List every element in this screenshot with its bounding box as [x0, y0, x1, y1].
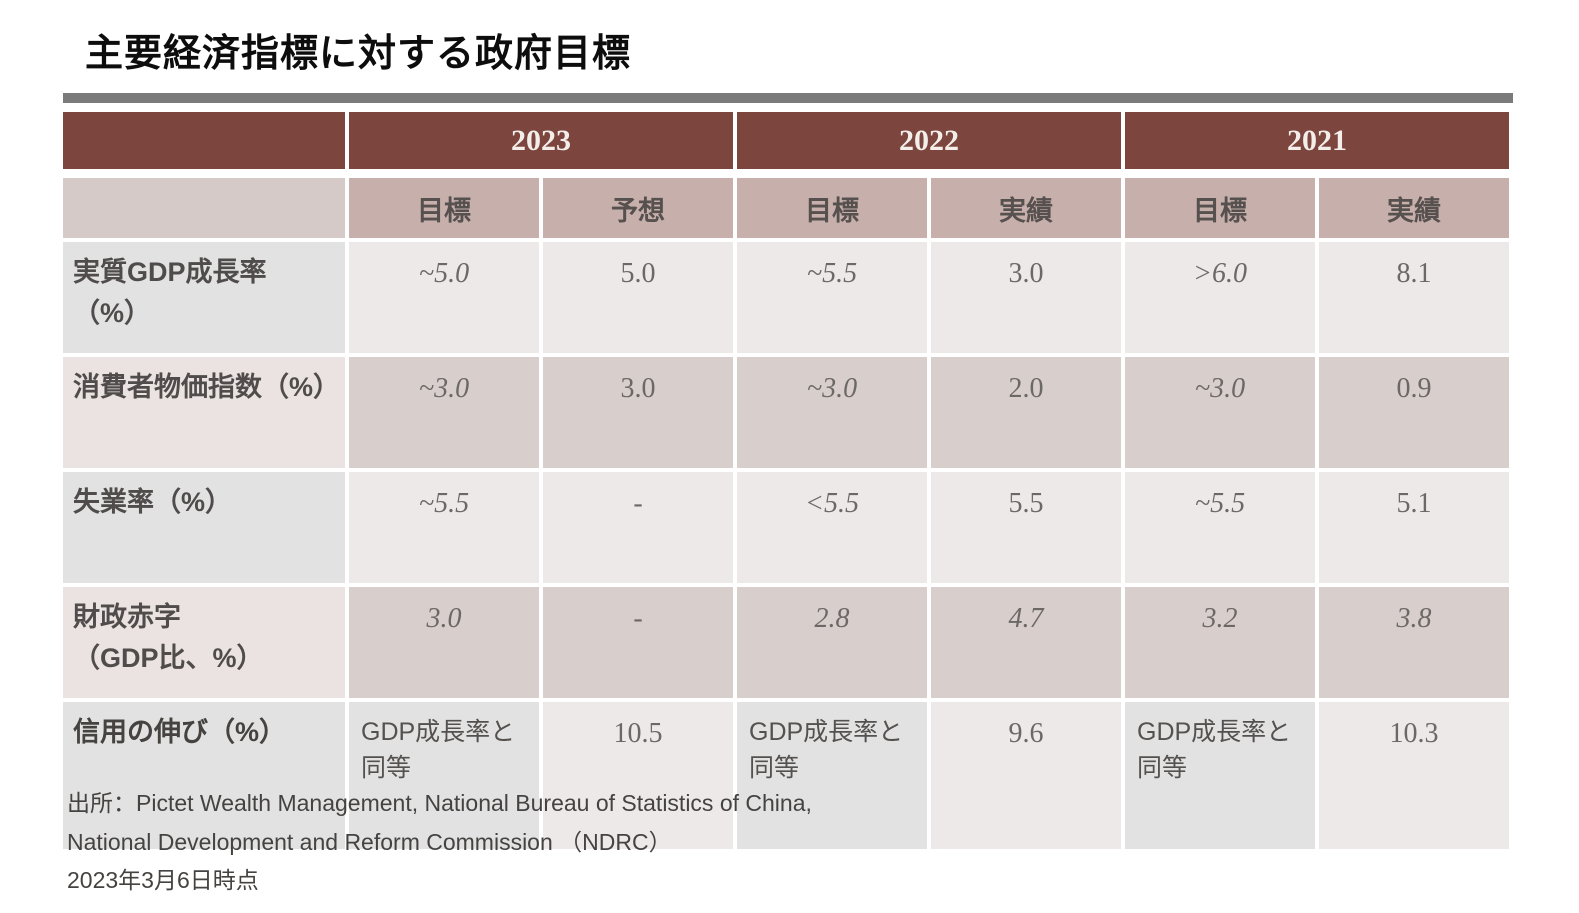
row-label: 失業率（%） [63, 472, 345, 583]
row-label: 実質GDP成長率 （%） [63, 242, 345, 353]
column-header-forecast-2023: 予想 [543, 173, 733, 238]
value-cell: - [543, 472, 733, 583]
value-cell: GDP成長率と同等 [349, 702, 539, 849]
column-header-row: 目標 予想 目標 実績 目標 実績 [63, 173, 1509, 238]
table-row-unemployment: 失業率（%） ~5.5 - <5.5 5.5 ~5.5 5.1 [63, 472, 1509, 583]
row-label: 消費者物価指数（%） [63, 357, 345, 468]
value-cell: 3.2 [1125, 587, 1315, 698]
value-cell: GDP成長率と同等 [737, 702, 927, 849]
column-header-target-2021: 目標 [1125, 173, 1315, 238]
year-header-2023: 2023 [349, 112, 733, 169]
table-row-credit-growth: 信用の伸び（%） GDP成長率と同等 10.5 GDP成長率と同等 9.6 GD… [63, 702, 1509, 849]
page-title: 主要経済指標に対する政府目標 [85, 33, 632, 75]
value-cell: ~5.5 [349, 472, 539, 583]
table-row-cpi: 消費者物価指数（%） ~3.0 3.0 ~3.0 2.0 ~3.0 0.9 [63, 357, 1509, 468]
table-corner-cell [63, 112, 345, 169]
title-rule [63, 93, 1513, 103]
economic-indicators-table: 2023 2022 2021 目標 予想 目標 実績 目標 実績 実質GDP成長… [59, 108, 1513, 853]
value-cell: 5.0 [543, 242, 733, 353]
value-cell: ~5.0 [349, 242, 539, 353]
column-header-actual-2021: 実績 [1319, 173, 1509, 238]
value-cell: 8.1 [1319, 242, 1509, 353]
value-cell: 5.5 [931, 472, 1121, 583]
value-cell: 3.8 [1319, 587, 1509, 698]
value-cell: 3.0 [543, 357, 733, 468]
table-row-gdp-growth: 実質GDP成長率 （%） ~5.0 5.0 ~5.5 3.0 >6.0 8.1 [63, 242, 1509, 353]
source-line-3: 2023年3月6日時点 [67, 867, 259, 894]
subheader-corner-cell [63, 173, 345, 238]
value-cell: 3.0 [931, 242, 1121, 353]
value-cell: 10.3 [1319, 702, 1509, 849]
value-cell: 10.5 [543, 702, 733, 849]
value-cell: 4.7 [931, 587, 1121, 698]
table-row-fiscal-deficit: 財政赤字 （GDP比、%） 3.0 - 2.8 4.7 3.2 3.8 [63, 587, 1509, 698]
row-label: 財政赤字 （GDP比、%） [63, 587, 345, 698]
column-header-target-2022: 目標 [737, 173, 927, 238]
value-cell: ~3.0 [737, 357, 927, 468]
value-cell: 5.1 [1319, 472, 1509, 583]
value-cell: >6.0 [1125, 242, 1315, 353]
source-line-1: 出所：Pictet Wealth Management, National Bu… [67, 790, 812, 816]
value-cell: GDP成長率と同等 [1125, 702, 1315, 849]
column-header-actual-2022: 実績 [931, 173, 1121, 238]
year-header-2022: 2022 [737, 112, 1121, 169]
year-header-row: 2023 2022 2021 [63, 112, 1509, 169]
value-cell: ~3.0 [349, 357, 539, 468]
column-header-target-2023: 目標 [349, 173, 539, 238]
value-cell: ~5.5 [737, 242, 927, 353]
value-cell: 9.6 [931, 702, 1121, 849]
source-line-2: National Development and Reform Commissi… [67, 828, 672, 855]
value-cell: <5.5 [737, 472, 927, 583]
row-label: 信用の伸び（%） [63, 702, 345, 849]
value-cell: ~5.5 [1125, 472, 1315, 583]
year-header-2021: 2021 [1125, 112, 1509, 169]
value-cell: - [543, 587, 733, 698]
value-cell: ~3.0 [1125, 357, 1315, 468]
value-cell: 2.8 [737, 587, 927, 698]
source-note: 出所：Pictet Wealth Management, National Bu… [67, 784, 812, 900]
value-cell: 0.9 [1319, 357, 1509, 468]
value-cell: 3.0 [349, 587, 539, 698]
value-cell: 2.0 [931, 357, 1121, 468]
